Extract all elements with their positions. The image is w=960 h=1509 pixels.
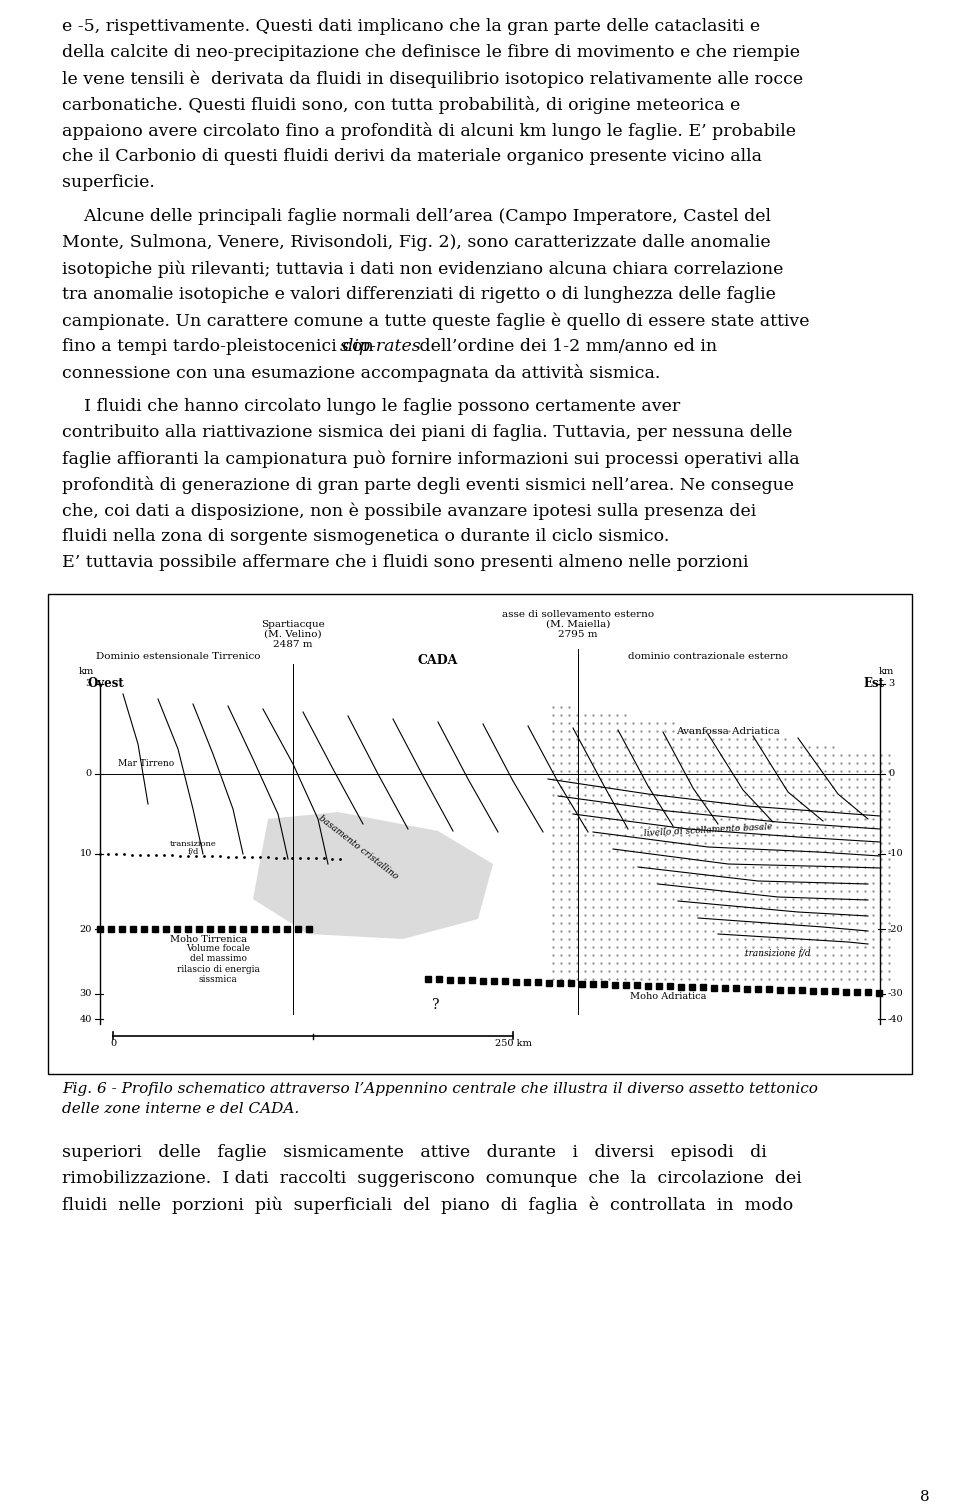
Text: Fig. 6 - Profilo schematico attraverso l’Appennino centrale che illustra il dive: Fig. 6 - Profilo schematico attraverso l…	[62, 1082, 818, 1096]
Text: dominio contrazionale esterno: dominio contrazionale esterno	[628, 652, 788, 661]
Text: superiori   delle   faglie   sismicamente   attive   durante   i   diversi   epi: superiori delle faglie sismicamente atti…	[62, 1144, 767, 1160]
Text: 10: 10	[80, 850, 92, 859]
Text: Ovest: Ovest	[88, 678, 125, 690]
Text: della calcite di neo-precipitazione che definisce le fibre di movimento e che ri: della calcite di neo-precipitazione che …	[62, 44, 800, 60]
Text: livello di scollamento basale: livello di scollamento basale	[643, 822, 773, 837]
Text: Moho Adriatica: Moho Adriatica	[630, 991, 707, 1000]
Text: faglie affioranti la campionatura può fornire informazioni sui processi operativ: faglie affioranti la campionatura può fo…	[62, 450, 800, 468]
Text: fino a tempi tardo-pleistocenici con: fino a tempi tardo-pleistocenici con	[62, 338, 379, 355]
Text: le vene tensili è  derivata da fluidi in disequilibrio isotopico relativamente a: le vene tensili è derivata da fluidi in …	[62, 69, 804, 88]
Text: Alcune delle principali faglie normali dell’area (Campo Imperatore, Castel del: Alcune delle principali faglie normali d…	[62, 208, 771, 225]
Text: 0: 0	[888, 770, 894, 779]
Text: km: km	[79, 667, 94, 676]
Text: -10: -10	[888, 850, 903, 859]
Text: asse di sollevamento esterno: asse di sollevamento esterno	[502, 610, 654, 619]
Text: fluidi nella zona di sorgente sismogenetica o durante il ciclo sismico.: fluidi nella zona di sorgente sismogenet…	[62, 528, 669, 545]
Text: 3: 3	[888, 679, 895, 688]
Text: che il Carbonio di questi fluidi derivi da materiale organico presente vicino al: che il Carbonio di questi fluidi derivi …	[62, 148, 762, 164]
Text: che, coi dati a disposizione, non è possibile avanzare ipotesi sulla presenza de: che, coi dati a disposizione, non è poss…	[62, 502, 756, 519]
Text: 250 km: 250 km	[494, 1040, 532, 1047]
Text: 0: 0	[110, 1040, 116, 1047]
Polygon shape	[253, 812, 493, 939]
Text: transizione f/d: transizione f/d	[745, 949, 811, 958]
Text: appaiono avere circolato fino a profondità di alcuni km lungo le faglie. E’ prob: appaiono avere circolato fino a profondi…	[62, 122, 796, 140]
Text: Volume focale
del massimo
rilascio di energia
sissmica: Volume focale del massimo rilascio di en…	[177, 945, 259, 984]
Text: delle zone interne e del CADA.: delle zone interne e del CADA.	[62, 1102, 300, 1117]
Text: CADA: CADA	[418, 653, 458, 667]
Text: E’ tuttavia possibile affermare che i fluidi sono presenti almeno nelle porzioni: E’ tuttavia possibile affermare che i fl…	[62, 554, 749, 570]
Text: e -5, rispettivamente. Questi dati implicano che la gran parte delle cataclasiti: e -5, rispettivamente. Questi dati impli…	[62, 18, 760, 35]
Text: profondità di generazione di gran parte degli eventi sismici nell’area. Ne conse: profondità di generazione di gran parte …	[62, 475, 794, 493]
Text: Avanfossa Adriatica: Avanfossa Adriatica	[676, 727, 780, 736]
Text: I fluidi che hanno circolato lungo le faglie possono certamente aver: I fluidi che hanno circolato lungo le fa…	[62, 398, 681, 415]
Text: km: km	[878, 667, 894, 676]
Text: (M. Velino): (M. Velino)	[264, 629, 322, 638]
Text: Est: Est	[863, 678, 884, 690]
Text: -30: -30	[888, 990, 903, 999]
Bar	[48, 595, 912, 1074]
Text: -40: -40	[888, 1014, 903, 1023]
Text: dell’ordine dei 1-2 mm/anno ed in: dell’ordine dei 1-2 mm/anno ed in	[415, 338, 718, 355]
Text: ?: ?	[432, 997, 440, 1013]
Text: connessione con una esumazione accompagnata da attività sismica.: connessione con una esumazione accompagn…	[62, 364, 660, 382]
Text: 2487 m: 2487 m	[274, 640, 313, 649]
Text: Mar Tirreno: Mar Tirreno	[118, 759, 175, 768]
Text: basamento cristallino: basamento cristallino	[317, 813, 399, 881]
Text: slip-rates: slip-rates	[340, 338, 421, 355]
Text: isotopiche più rilevanti; tuttavia i dati non evidenziano alcuna chiara correlaz: isotopiche più rilevanti; tuttavia i dat…	[62, 260, 783, 278]
Text: fluidi  nelle  porzioni  più  superficiali  del  piano  di  faglia  è  controlla: fluidi nelle porzioni più superficiali d…	[62, 1197, 793, 1213]
Text: Monte, Sulmona, Venere, Rivisondoli, Fig. 2), sono caratterizzate dalle anomalie: Monte, Sulmona, Venere, Rivisondoli, Fig…	[62, 234, 771, 250]
Text: transizione: transizione	[170, 841, 216, 848]
Text: Dominio estensionale Tirrenico: Dominio estensionale Tirrenico	[96, 652, 260, 661]
Text: carbonatiche. Questi fluidi sono, con tutta probabilità, di origine meteorica e: carbonatiche. Questi fluidi sono, con tu…	[62, 97, 740, 115]
Text: 0: 0	[85, 770, 92, 779]
Text: Spartiacque: Spartiacque	[261, 620, 324, 629]
Text: 2795 m: 2795 m	[559, 629, 598, 638]
Text: f/d: f/d	[187, 848, 199, 856]
Text: tra anomalie isotopiche e valori differenziati di rigetto o di lunghezza delle f: tra anomalie isotopiche e valori differe…	[62, 287, 776, 303]
Text: campionate. Un carattere comune a tutte queste faglie è quello di essere state a: campionate. Un carattere comune a tutte …	[62, 312, 809, 329]
Text: contribuito alla riattivazione sismica dei piani di faglia. Tuttavia, per nessun: contribuito alla riattivazione sismica d…	[62, 424, 792, 441]
Text: 3: 3	[85, 679, 92, 688]
Text: 20: 20	[80, 925, 92, 934]
Text: (M. Maiella): (M. Maiella)	[546, 620, 611, 629]
Text: Moho Tirrenica: Moho Tirrenica	[170, 936, 247, 945]
Text: 40: 40	[80, 1014, 92, 1023]
Text: -20: -20	[888, 925, 903, 934]
Text: rimobilizzazione.  I dati  raccolti  suggeriscono  comunque  che  la  circolazio: rimobilizzazione. I dati raccolti sugger…	[62, 1169, 802, 1188]
Text: superficie.: superficie.	[62, 174, 155, 192]
Text: 8: 8	[921, 1489, 930, 1504]
Text: 30: 30	[80, 990, 92, 999]
